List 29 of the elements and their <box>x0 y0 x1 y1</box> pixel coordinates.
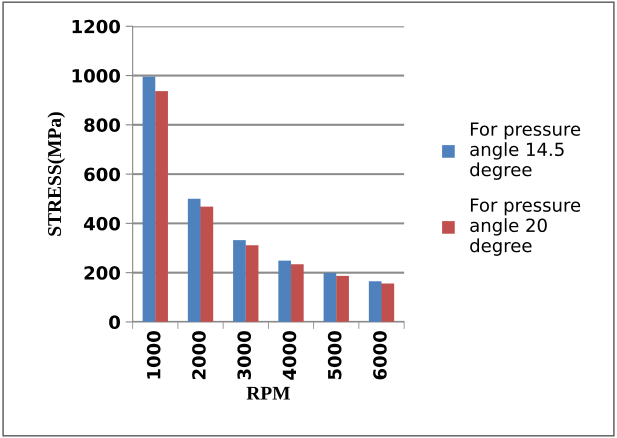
bar <box>246 245 258 322</box>
bar <box>200 206 214 322</box>
y-tick-label: 400 <box>84 216 120 230</box>
bar <box>324 272 336 322</box>
y-tick-label: 600 <box>84 168 120 182</box>
x-tick-label: 2000 <box>192 331 206 380</box>
x-tick-label: 1000 <box>146 331 161 378</box>
y-tick-label: 200 <box>84 266 120 280</box>
y-axis-title: STRESS(MPa) <box>47 112 66 236</box>
y-tick-label: 0 <box>109 315 120 330</box>
bar <box>233 240 246 322</box>
y-tick-label: 1000 <box>72 69 120 83</box>
x-tick-label: 4000 <box>282 331 296 380</box>
bar <box>291 264 304 322</box>
legend-label: For pressure angle 14.5 degree <box>470 122 580 180</box>
bar <box>368 281 382 322</box>
x-tick-label: 3000 <box>237 331 252 380</box>
legend-label: For pressure angle 20 degree <box>470 198 580 256</box>
bar <box>142 76 156 322</box>
bar <box>188 198 201 322</box>
bar <box>278 260 292 322</box>
bar <box>336 276 349 322</box>
bar <box>382 283 394 322</box>
y-tick-label: 800 <box>84 118 120 132</box>
y-tick-label: 1200 <box>72 20 120 34</box>
x-tick-label: 6000 <box>373 331 387 380</box>
x-tick-label: 5000 <box>328 331 342 380</box>
bar <box>155 91 168 322</box>
x-axis-title: RPM <box>246 386 290 400</box>
